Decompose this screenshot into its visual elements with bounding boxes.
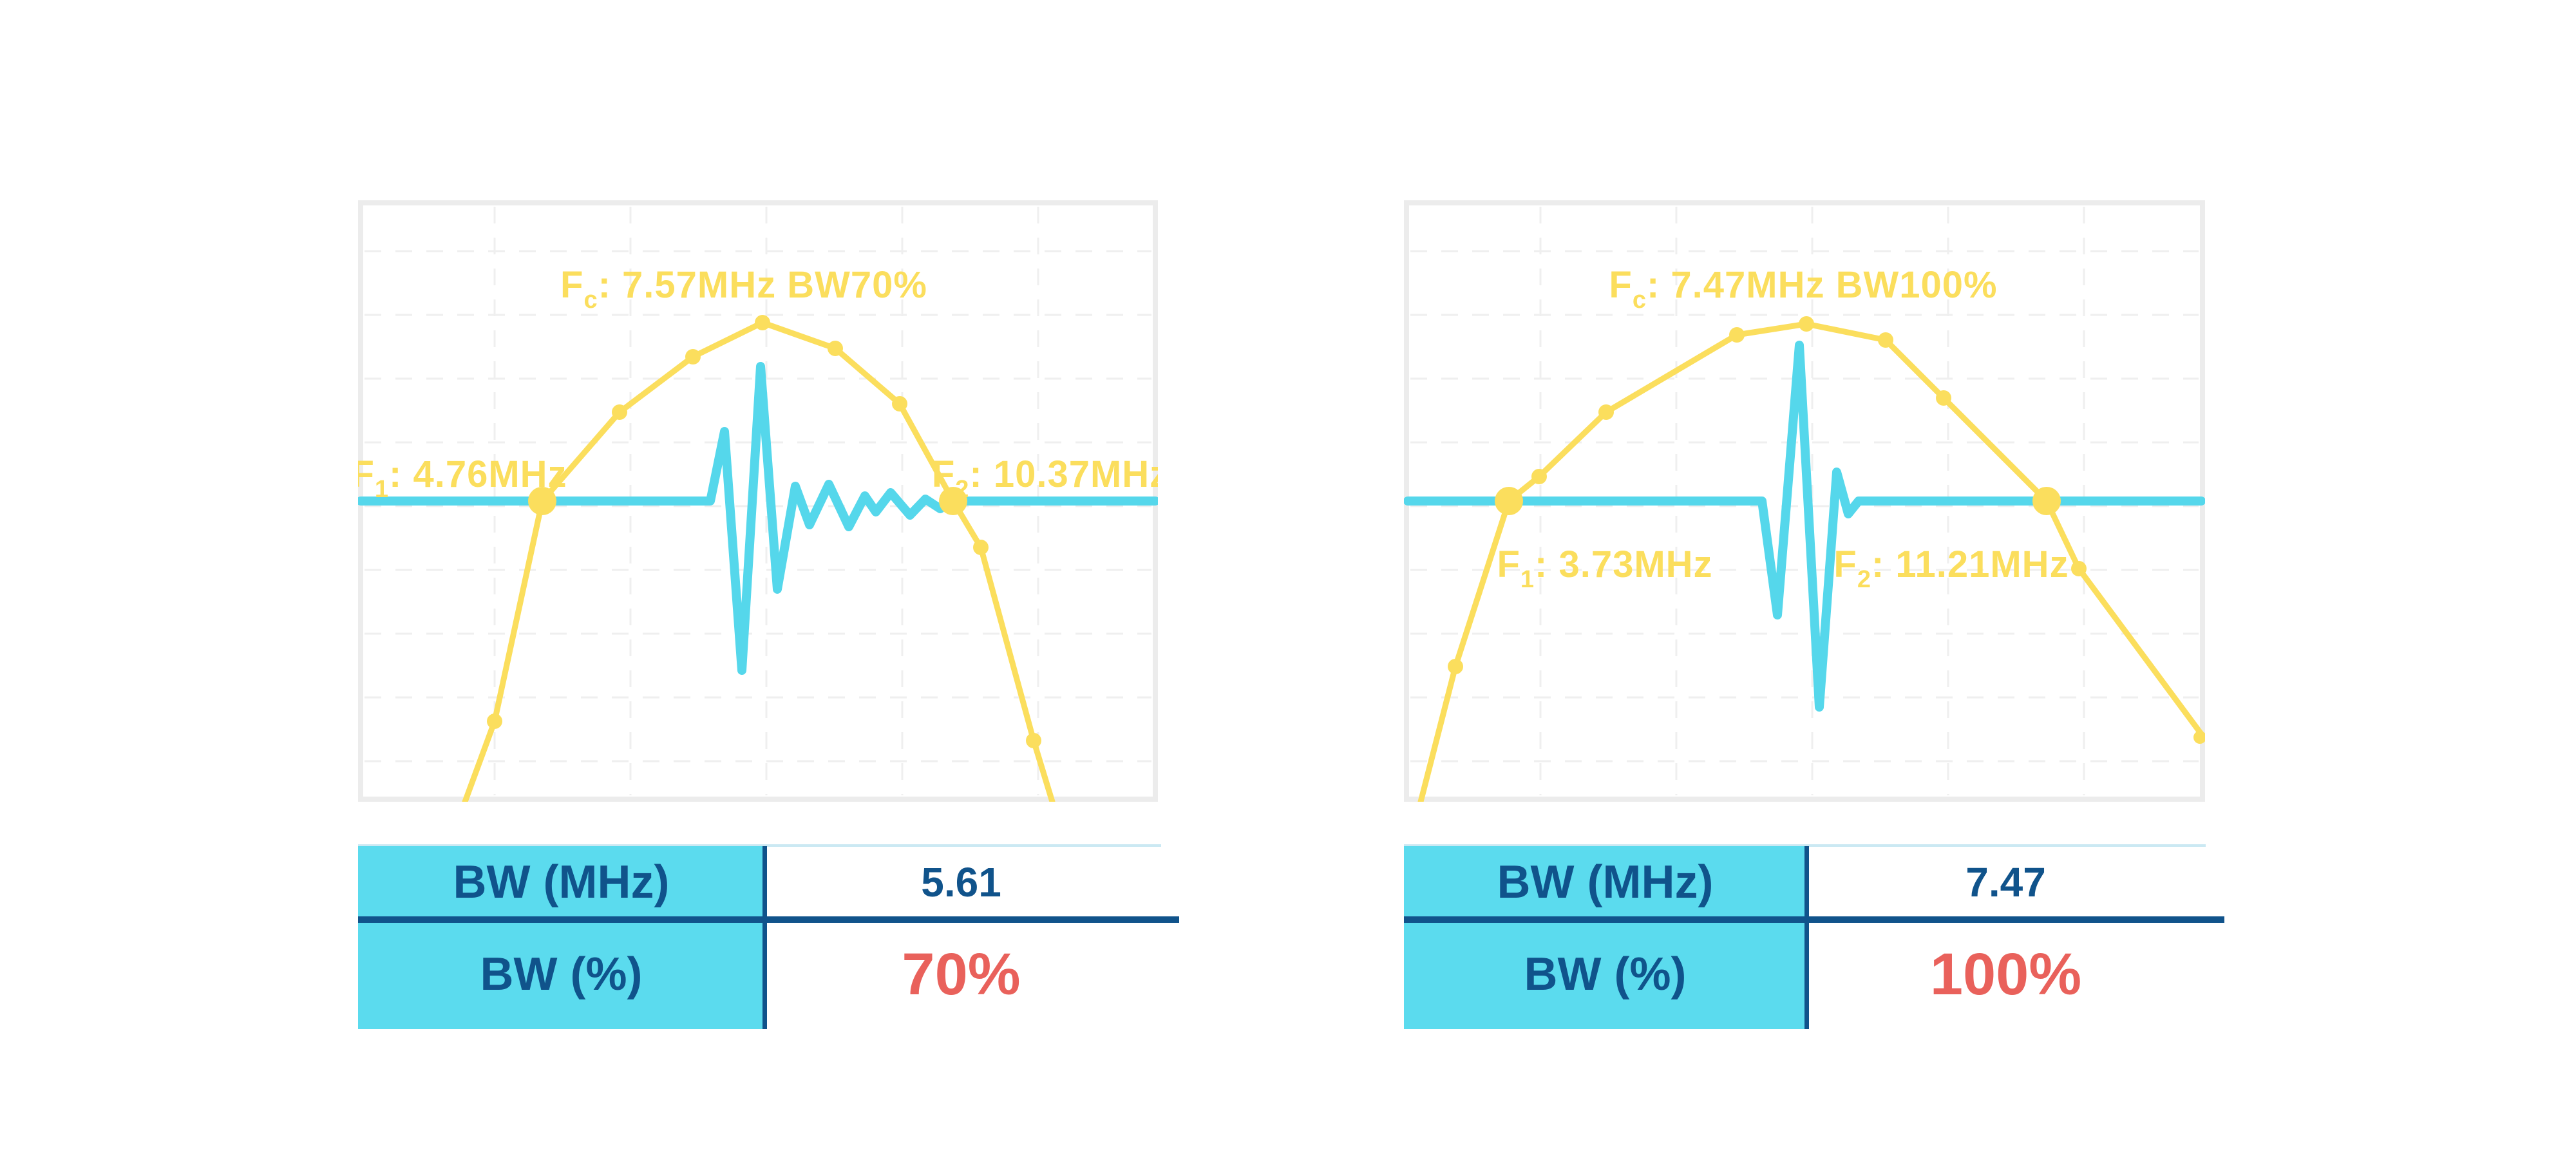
curve-end-marker bbox=[2193, 731, 2205, 744]
table-column-divider bbox=[1804, 846, 1809, 1029]
f1-annotation-pre: F bbox=[1497, 544, 1520, 585]
f1-annotation-text: : 4.76MHz bbox=[389, 453, 567, 495]
data-point-marker bbox=[828, 341, 843, 356]
data-point-marker bbox=[1531, 469, 1547, 484]
data-point-marker bbox=[487, 714, 502, 729]
data-point-marker bbox=[612, 404, 627, 420]
table-top-line bbox=[1404, 844, 2206, 847]
table-row-divider bbox=[1404, 916, 2224, 923]
data-point-marker bbox=[1026, 733, 1041, 748]
bw-percent-label-cell: BW (%) bbox=[480, 949, 643, 1000]
bw-mhz-label-cell: BW (MHz) bbox=[453, 856, 670, 908]
data-point-marker bbox=[1448, 659, 1463, 674]
bw-percent-label-cell: BW (%) bbox=[1524, 949, 1687, 1000]
f1-annotation-subscript: 1 bbox=[375, 476, 389, 503]
data-point-marker bbox=[2071, 561, 2087, 576]
table-header-column bbox=[1404, 846, 1806, 1029]
data-point-marker bbox=[1936, 390, 1951, 406]
f1-annotation-pre: F bbox=[358, 453, 375, 495]
bw-table-bw100: BW (MHz) 7.47 BW (%) 100% bbox=[1404, 844, 2224, 1029]
table-header-column bbox=[358, 846, 764, 1029]
spectrum-markers bbox=[487, 315, 1041, 748]
f2-annotation: F2: 10.37MHz bbox=[932, 453, 1158, 503]
bandwidth-edge-marker bbox=[939, 487, 967, 515]
pulse-waveform bbox=[1404, 341, 2205, 712]
f2-annotation-text: : 11.21MHz bbox=[1871, 544, 2069, 585]
table-row-divider bbox=[358, 916, 1179, 923]
f1-annotation: F1: 4.76MHz bbox=[358, 453, 567, 503]
data-point-marker bbox=[892, 396, 907, 411]
pulse-waveform bbox=[358, 362, 1158, 675]
chart-title-pre: F bbox=[560, 264, 583, 306]
f2-annotation-subscript: 2 bbox=[1857, 566, 1871, 593]
f2-annotation-pre: F bbox=[932, 453, 955, 495]
chart-title: Fc: 7.57MHz BW70% bbox=[560, 264, 927, 314]
chart-title: Fc: 7.47MHz BW100% bbox=[1609, 264, 1997, 314]
bw-mhz-value-cell: 7.47 bbox=[1965, 858, 2046, 905]
chart-title-subscript: c bbox=[1633, 287, 1647, 314]
bw-table-bw70: BW (MHz) 5.61 BW (%) 70% bbox=[358, 844, 1179, 1029]
chart-title-subscript: c bbox=[583, 287, 598, 314]
table-top-line bbox=[358, 844, 1161, 847]
bandwidth-edge-marker bbox=[528, 487, 556, 515]
data-point-marker bbox=[973, 540, 989, 555]
spectrum-chart-bw70: Fc: 7.57MHz BW70%F1: 4.76MHz F2: 10.37MHz bbox=[358, 200, 1158, 802]
f2-annotation-pre: F bbox=[1833, 544, 1857, 585]
bw-percent-value-cell: 100% bbox=[1929, 941, 2082, 1007]
f2-annotation-text: : 10.37MHz bbox=[969, 453, 1158, 495]
data-point-marker bbox=[685, 349, 701, 364]
f1-annotation: F1: 3.73MHz bbox=[1497, 544, 1712, 593]
spectrum-markers bbox=[1448, 316, 2205, 744]
bw-percent-value-cell: 70% bbox=[902, 941, 1021, 1007]
data-point-marker bbox=[1878, 332, 1893, 348]
data-point-marker bbox=[755, 315, 770, 330]
table-column-divider bbox=[762, 846, 767, 1029]
bandwidth-edge-marker bbox=[2032, 487, 2061, 515]
data-point-marker bbox=[1799, 316, 1814, 332]
spectrum-curve bbox=[462, 319, 1056, 802]
chart-title-text: : 7.47MHz BW100% bbox=[1647, 264, 1998, 306]
f2-annotation: F2: 11.21MHz bbox=[1833, 544, 2069, 593]
bw-mhz-value-cell: 5.61 bbox=[921, 858, 1001, 905]
f1-annotation-text: : 3.73MHz bbox=[1535, 544, 1713, 585]
spectrum-chart-bw100: Fc: 7.47MHz BW100%F1: 3.73MHz F2: 11.21MH… bbox=[1404, 200, 2205, 802]
chart-title-text: : 7.57MHz BW70% bbox=[598, 264, 927, 306]
data-point-marker bbox=[1729, 327, 1745, 343]
chart-title-pre: F bbox=[1609, 264, 1632, 306]
data-point-marker bbox=[1598, 404, 1614, 420]
bandwidth-edge-marker bbox=[1495, 487, 1523, 515]
bw-mhz-label-cell: BW (MHz) bbox=[1497, 856, 1714, 908]
f1-annotation-subscript: 1 bbox=[1520, 566, 1535, 593]
f2-annotation-subscript: 2 bbox=[955, 476, 969, 503]
